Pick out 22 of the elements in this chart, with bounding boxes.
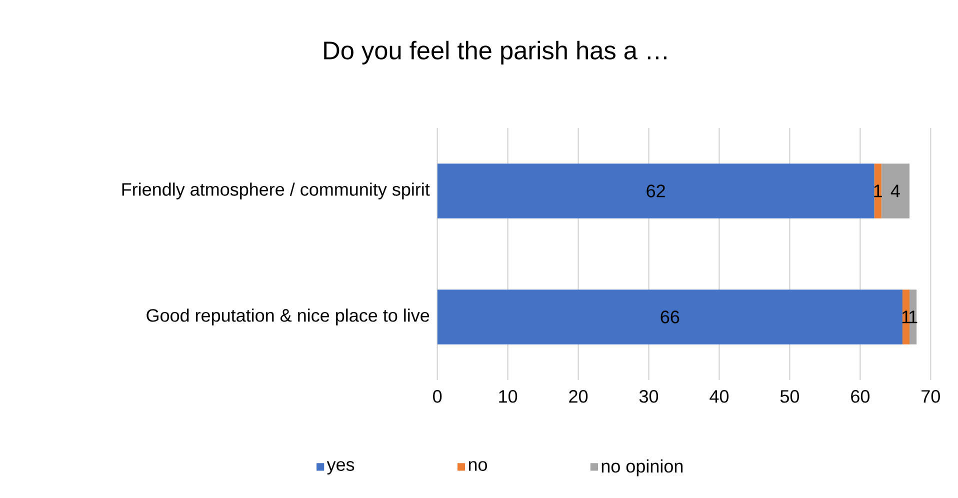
chart-title: Do you feel the parish has a … — [324, 40, 666, 64]
legend-label: yes — [326, 461, 354, 475]
x-tick-label: 30 — [639, 390, 658, 403]
x-tick-label: 50 — [780, 390, 800, 403]
y-tick-label: Good reputation & nice place to live — [146, 308, 430, 326]
data-label: 4 — [890, 184, 900, 198]
x-tick-label: 70 — [922, 390, 940, 403]
bar — [881, 164, 910, 218]
data-label: 66 — [660, 310, 680, 324]
bar — [910, 290, 917, 344]
data-label: 62 — [646, 184, 665, 198]
x-tick-label: 20 — [569, 390, 588, 403]
x-tick-label: 60 — [851, 390, 870, 403]
x-tick-label: 40 — [710, 390, 729, 403]
legend-label: no opinion — [602, 459, 683, 476]
bar — [437, 290, 902, 344]
x-tick-label: 10 — [499, 390, 518, 403]
y-tick-label: Friendly atmosphere / community spirit — [122, 182, 430, 200]
bar — [437, 164, 874, 218]
legend-label: no — [468, 461, 487, 471]
data-label: 1 — [909, 310, 918, 324]
x-tick-label: 0 — [433, 390, 442, 403]
